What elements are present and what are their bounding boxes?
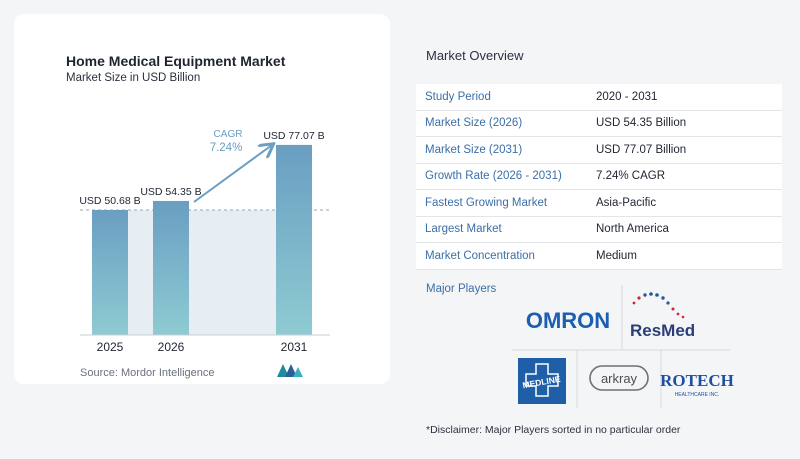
bar-chart: USD 50.68 B 2025 USD 54.35 B 2026 USD 77.07 … (79, 129, 330, 354)
arkray-logo: arkray (601, 371, 638, 386)
overview-table: Study Period 2020 - 2031 Market Size (2026… (416, 84, 782, 270)
source-note: Source: Mordor Intelligence (80, 367, 215, 379)
overview-row-key: Growth Rate (2026 - 2031) (425, 170, 562, 183)
bar-2031 (276, 144, 312, 335)
bar-value-label: USD 77.07 B (263, 130, 324, 142)
bar-2026 (153, 200, 189, 335)
omron-logo: OMRON (526, 308, 610, 333)
overview-row: Fastest Growing Market Asia-Pacific (416, 190, 782, 217)
overview-row: Market Size (2031) USD 77.07 Billion (416, 137, 782, 164)
resmed-logo: ResMed (630, 321, 695, 340)
overview-row-key: Fastest Growing Market (425, 196, 548, 209)
rotech-logo: ROTECH (660, 371, 734, 390)
overview-row-key: Market Size (2031) (425, 143, 523, 156)
overview-row-key: Market Size (2026) (425, 117, 523, 130)
overview-title: Market Overview (426, 48, 524, 63)
bar-value-label: USD 54.35 B (140, 186, 201, 198)
cagr-label: CAGR (214, 129, 243, 140)
x-tick-label: 2031 (281, 340, 308, 354)
bar-2025 (92, 210, 128, 335)
rotech-tagline: HEALTHCARE INC. (675, 392, 720, 398)
overview-row-value: 2020 - 2031 (596, 90, 658, 103)
chart-subtitle: Market Size in USD Billion (66, 72, 201, 84)
overview-row: Growth Rate (2026 - 2031) 7.24% CAGR (416, 163, 782, 190)
overview-row-key: Market Concentration (425, 249, 535, 262)
mordor-logo-icon (277, 364, 303, 377)
x-tick-label: 2026 (158, 340, 185, 354)
overview-row: Largest Market North America (416, 216, 782, 243)
overview-row-key: Largest Market (425, 223, 502, 236)
overview-row: Study Period 2020 - 2031 (416, 84, 782, 111)
overview-row-value: USD 77.07 Billion (596, 143, 687, 156)
bar-value-label: USD 50.68 B (79, 195, 140, 207)
overview-row-value: North America (596, 223, 669, 236)
overview-row-value: USD 54.35 Billion (596, 117, 687, 130)
overview-row: Market Concentration Medium (416, 243, 782, 270)
cagr-value: 7.24% (210, 142, 243, 154)
overview-row-value: 7.24% CAGR (596, 170, 666, 183)
disclaimer: *Disclaimer: Major Players sorted in no … (426, 424, 681, 436)
players-title: Major Players (426, 283, 497, 295)
overview-row-key: Study Period (425, 90, 491, 103)
chart-title: Home Medical Equipment Market (66, 53, 286, 69)
overview-row-value: Asia-Pacific (596, 196, 657, 209)
overview-row: Market Size (2026) USD 54.35 Billion (416, 110, 782, 137)
medline-logo: MEDLINE (522, 374, 562, 391)
reference-band (128, 210, 276, 335)
x-tick-label: 2025 (97, 340, 124, 354)
resmed-dots-icon (632, 292, 685, 319)
medline-logo-box (518, 358, 566, 404)
overview-row-value: Medium (596, 249, 637, 262)
cagr-arrow (193, 145, 272, 203)
